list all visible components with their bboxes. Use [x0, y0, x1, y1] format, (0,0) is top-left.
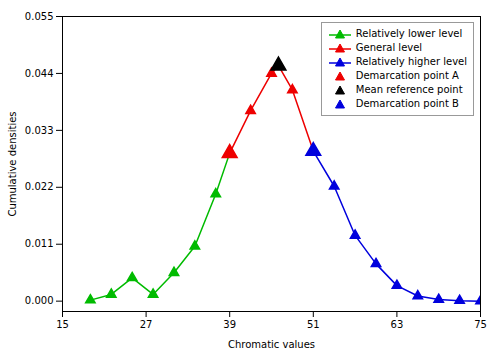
html-text:Mean reference point: Mean reference point	[355, 84, 463, 95]
svg-text:Cumulative densities: Cumulative densities	[7, 111, 18, 216]
svg-text:15: 15	[56, 319, 69, 330]
html-text:Demarcation point A: Demarcation point A	[355, 70, 459, 81]
svg-text:0.055: 0.055	[25, 11, 54, 22]
html-text:Demarcation point B: Demarcation point B	[355, 98, 459, 109]
html-text:Relatively higher level: Relatively higher level	[355, 56, 467, 67]
html-text:General level: General level	[355, 42, 423, 53]
svg-text:Chromatic values: Chromatic values	[228, 339, 315, 350]
svg-text:0.011: 0.011	[25, 238, 54, 249]
svg-text:0.044: 0.044	[25, 68, 54, 79]
svg-text:75: 75	[474, 319, 487, 330]
html-text:Relatively lower level: Relatively lower level	[355, 28, 463, 39]
svg-text:0.000: 0.000	[25, 295, 54, 306]
svg-text:51: 51	[307, 319, 320, 330]
svg-text:39: 39	[223, 319, 236, 330]
svg-text:0.022: 0.022	[25, 181, 54, 192]
svg-text:0.033: 0.033	[25, 125, 54, 136]
svg-text:63: 63	[391, 319, 404, 330]
svg-text:27: 27	[140, 319, 153, 330]
